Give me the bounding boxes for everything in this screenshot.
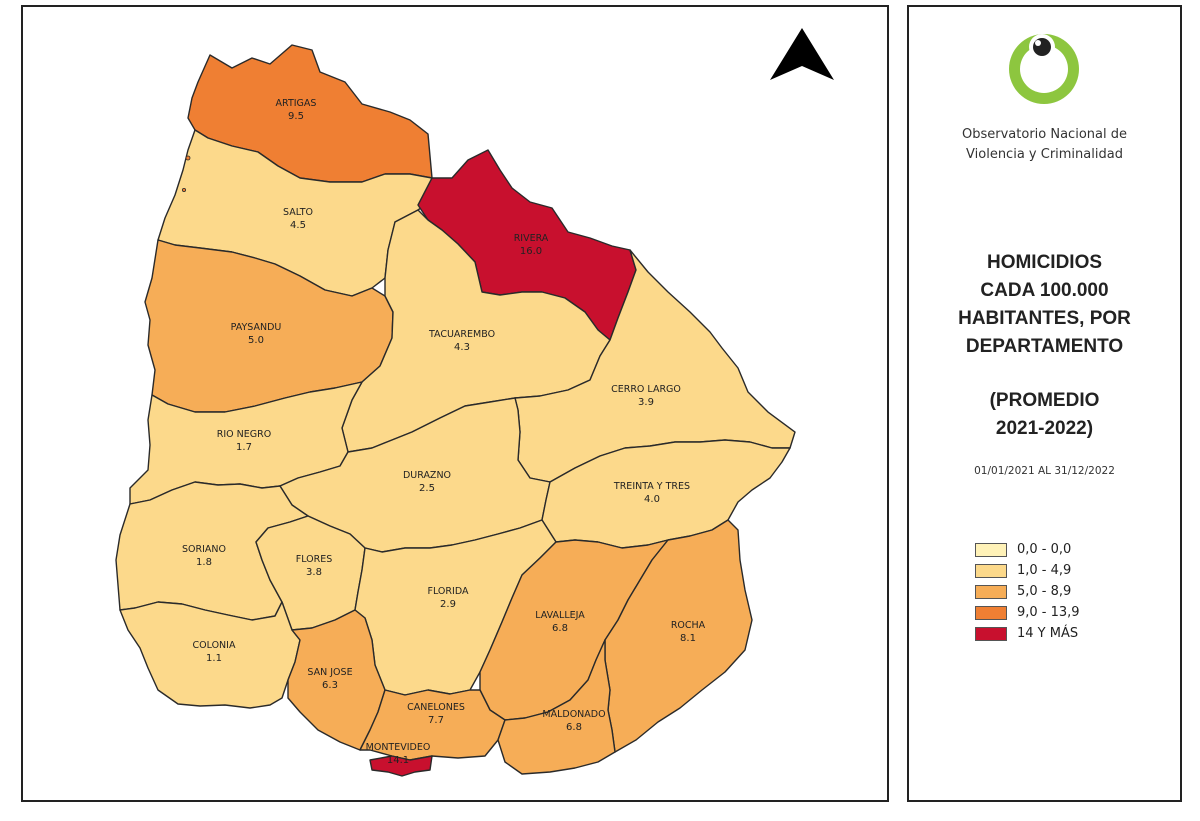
region-rocha[interactable] — [604, 519, 753, 753]
department-name-colonia: COLONIA — [193, 640, 236, 651]
department-value-paysandu: 5.0 — [248, 335, 264, 346]
north-arrow-icon — [770, 28, 834, 80]
map-title: HOMICIDIOS CADA 100.000 HABITANTES, POR … — [909, 249, 1180, 361]
title-line2: CADA 100.000 — [980, 280, 1109, 301]
department-value-montevideo: 14.1 — [387, 755, 409, 766]
legend-label: 5,0 - 8,9 — [1017, 584, 1072, 599]
island-mark — [185, 155, 191, 161]
legend-panel: Observatorio Nacional de Violencia y Cri… — [907, 5, 1182, 802]
region-canelones[interactable] — [359, 689, 506, 761]
department-name-cerro-largo: CERRO LARGO — [611, 384, 681, 395]
department-value-maldonado: 6.8 — [566, 722, 582, 733]
legend-item: 0,0 - 0,0 — [975, 539, 1080, 560]
department-value-lavalleja: 6.8 — [552, 623, 568, 634]
subtitle-line1: (PROMEDIO — [989, 390, 1100, 411]
department-value-rio-negro: 1.7 — [236, 442, 252, 453]
department-name-maldonado: MALDONADO — [542, 709, 605, 720]
legend-label: 9,0 - 13,9 — [1017, 605, 1080, 620]
department-value-rivera: 16.0 — [520, 246, 542, 257]
map-subtitle: (PROMEDIO 2021-2022) — [909, 387, 1180, 443]
legend: 0,0 - 0,0 1,0 - 4,9 5,0 - 8,9 9,0 - 13,9… — [975, 539, 1080, 644]
title-line3: HABITANTES, POR — [958, 308, 1131, 329]
department-value-florida: 2.9 — [440, 599, 456, 610]
department-value-rocha: 8.1 — [680, 633, 696, 644]
department-value-colonia: 1.1 — [206, 653, 222, 664]
legend-swatch — [975, 605, 1007, 620]
department-name-artigas: ARTIGAS — [276, 98, 317, 109]
department-name-rivera: RIVERA — [514, 233, 549, 244]
legend-swatch — [975, 542, 1007, 557]
legend-label: 1,0 - 4,9 — [1017, 563, 1072, 578]
legend-swatch — [975, 626, 1007, 641]
organization-name-line2: Violencia y Criminalidad — [966, 147, 1123, 162]
legend-label: 0,0 - 0,0 — [1017, 542, 1072, 557]
department-value-flores: 3.8 — [306, 567, 322, 578]
island-mark — [181, 187, 186, 192]
department-value-canelones: 7.7 — [428, 715, 444, 726]
department-name-soriano: SORIANO — [182, 544, 226, 555]
department-name-canelones: CANELONES — [407, 702, 465, 713]
department-value-durazno: 2.5 — [419, 483, 435, 494]
department-value-tacuarembo: 4.3 — [454, 342, 470, 353]
legend-swatch — [975, 563, 1007, 578]
department-name-lavalleja: LAVALLEJA — [535, 610, 585, 621]
department-value-treinta-y-tres: 4.0 — [644, 494, 660, 505]
organization-name-line1: Observatorio Nacional de — [962, 127, 1127, 142]
legend-swatch — [975, 584, 1007, 599]
department-name-paysandu: PAYSANDU — [231, 322, 282, 333]
department-name-flores: FLORES — [296, 554, 333, 565]
legend-label: 14 Y MÁS — [1017, 626, 1079, 641]
department-name-rocha: ROCHA — [671, 620, 706, 631]
green-eye-logo-icon — [1009, 34, 1079, 104]
legend-item: 9,0 - 13,9 — [975, 602, 1080, 623]
legend-item: 5,0 - 8,9 — [975, 581, 1080, 602]
legend-item: 14 Y MÁS — [975, 623, 1080, 644]
department-value-cerro-largo: 3.9 — [638, 397, 654, 408]
department-name-rio-negro: RIO NEGRO — [217, 429, 271, 440]
department-value-soriano: 1.8 — [196, 557, 212, 568]
region-maldonado[interactable] — [497, 639, 616, 775]
department-name-salto: SALTO — [283, 207, 313, 218]
department-name-florida: FLORIDA — [428, 586, 469, 597]
title-line4: DEPARTAMENTO — [965, 336, 1124, 357]
department-value-salto: 4.5 — [290, 220, 306, 231]
region-montevideo[interactable] — [369, 755, 433, 777]
department-name-treinta-y-tres: TREINTA Y TRES — [613, 481, 690, 492]
department-value-san-jose: 6.3 — [322, 680, 338, 691]
organization-name: Observatorio Nacional de Violencia y Cri… — [909, 125, 1180, 165]
department-value-artigas: 9.5 — [288, 111, 304, 122]
department-name-montevideo: MONTEVIDEO — [366, 742, 431, 753]
department-name-tacuarembo: TACUAREMBO — [428, 329, 495, 340]
subtitle-line2: 2021-2022) — [995, 418, 1094, 439]
department-name-san-jose: SAN JOSE — [307, 667, 352, 678]
department-name-durazno: DURAZNO — [403, 470, 451, 481]
title-line1: HOMICIDIOS — [986, 252, 1103, 273]
date-range: 01/01/2021 AL 31/12/2022 — [974, 465, 1115, 477]
legend-item: 1,0 - 4,9 — [975, 560, 1080, 581]
